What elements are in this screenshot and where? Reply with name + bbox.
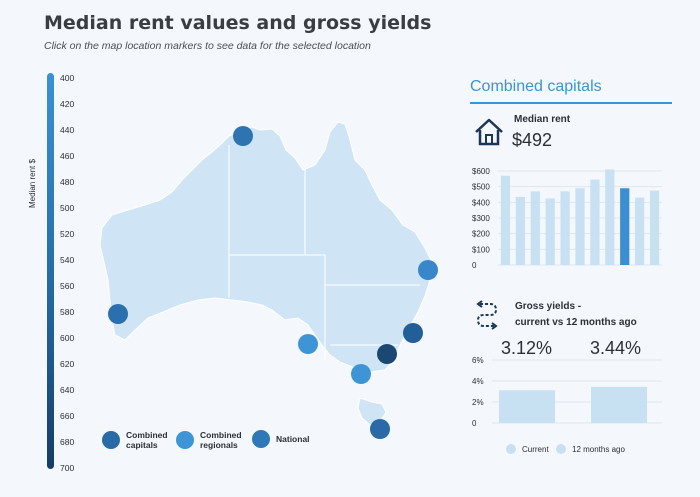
map-legend-label: Combined regionals xyxy=(200,430,242,450)
darwin-marker[interactable] xyxy=(233,126,253,146)
gross-yields-label-line2: current vs 12 months ago xyxy=(515,317,637,328)
map-legend-item[interactable]: Combined regionals xyxy=(176,430,242,450)
rent-bar xyxy=(545,198,555,265)
map-legend-dot xyxy=(176,431,194,449)
median-rent-value: $492 xyxy=(512,130,553,150)
rent-bar xyxy=(515,196,525,265)
yield-bar xyxy=(499,390,555,423)
scale-tick-label: 520 xyxy=(60,229,75,239)
mainland-shape xyxy=(99,121,433,373)
rent-bar xyxy=(635,197,645,265)
scale-tick-label: 480 xyxy=(60,177,75,187)
panel-title: Combined capitals xyxy=(470,78,672,104)
scale-tick-label: 600 xyxy=(60,333,75,343)
yield-y-tick-label: 2% xyxy=(472,398,484,407)
legend-12-months-ago-dot xyxy=(556,444,566,454)
map-legend-dot xyxy=(102,431,120,449)
legend-current-label: Current xyxy=(522,444,549,454)
legend-12-months-ago-label: 12 months ago xyxy=(572,444,625,454)
scale-tick-label: 700 xyxy=(60,463,75,473)
rent-bar xyxy=(620,188,630,265)
scale-tick-label: 640 xyxy=(60,385,75,395)
yield-y-tick-label: 6% xyxy=(472,356,484,365)
rent-bar xyxy=(560,191,570,265)
page-title: Median rent values and gross yields xyxy=(44,12,432,34)
rent-bar xyxy=(575,188,585,265)
rent-y-tick-label: $500 xyxy=(472,183,490,192)
map-legend-label: National xyxy=(276,434,310,444)
yield-current-value: 3.12% xyxy=(501,338,553,358)
median-rent-label: Median rent xyxy=(514,114,571,125)
gross-yields-label-line1: Gross yields - xyxy=(515,301,582,312)
melbourne-marker[interactable] xyxy=(351,364,371,384)
rent-bar xyxy=(605,169,615,265)
perth-marker[interactable] xyxy=(108,304,128,324)
color-scale-bar xyxy=(47,73,54,469)
brisbane-marker[interactable] xyxy=(418,260,438,280)
map-legend-item[interactable]: National xyxy=(252,430,310,448)
scale-tick-label: 620 xyxy=(60,359,75,369)
yield-y-tick-label: 4% xyxy=(472,377,484,386)
legend-current-dot xyxy=(506,444,516,454)
scale-tick-label: 540 xyxy=(60,255,75,265)
yield-bar xyxy=(591,386,647,423)
rent-y-tick-label: $200 xyxy=(472,230,490,239)
rent-y-tick-label: 0 xyxy=(472,261,477,270)
rent-bar xyxy=(590,179,600,265)
scale-tick-label: 440 xyxy=(60,125,75,135)
rent-bar xyxy=(530,191,540,265)
house-icon xyxy=(475,118,503,146)
color-scale-ticks: 400 420 440 460 480 500 520 540 560 580 600 620 640 6… xyxy=(60,73,100,473)
scale-tick-label: 680 xyxy=(60,437,75,447)
rent-y-tick-label: $100 xyxy=(472,245,490,254)
map-legend-dot xyxy=(252,430,270,448)
hobart-marker[interactable] xyxy=(370,419,390,439)
adelaide-marker[interactable] xyxy=(298,334,318,354)
scale-tick-label: 460 xyxy=(60,151,75,161)
scale-tick-label: 500 xyxy=(60,203,75,213)
rent-bar xyxy=(649,190,660,265)
canberra-marker[interactable] xyxy=(377,344,397,364)
rent-y-tick-label: $600 xyxy=(472,167,490,176)
legend-12-months-ago: 12 months ago xyxy=(556,444,625,454)
gross-yields-chart: 6% 4% 2% 0 xyxy=(472,356,662,428)
scale-tick-label: 660 xyxy=(60,411,75,421)
median-rent-chart: $600 $500 $400 $300 $200 $100 0 xyxy=(472,167,662,270)
scale-tick-label: 420 xyxy=(60,99,75,109)
exchange-arrows-icon xyxy=(476,300,498,330)
rent-bar xyxy=(500,175,511,265)
page-subtitle: Click on the map location markers to see… xyxy=(44,40,371,52)
scale-tick-label: 400 xyxy=(60,73,75,83)
map-legend-item[interactable]: Combined capitals xyxy=(102,430,168,450)
gross-yields-label: Gross yields - current vs 12 months ago xyxy=(515,299,637,331)
legend-current: Current xyxy=(506,444,549,454)
yield-12-months-ago-value: 3.44% xyxy=(590,338,642,358)
rent-y-tick-label: $400 xyxy=(472,198,490,207)
state-borders xyxy=(228,145,420,360)
scale-tick-label: 580 xyxy=(60,307,75,317)
yield-y-tick-label: 0 xyxy=(472,419,477,428)
rent-y-tick-label: $300 xyxy=(472,214,490,223)
map-legend-label: Combined capitals xyxy=(126,430,168,450)
sydney-marker[interactable] xyxy=(403,323,423,343)
scale-tick-label: 560 xyxy=(60,281,75,291)
